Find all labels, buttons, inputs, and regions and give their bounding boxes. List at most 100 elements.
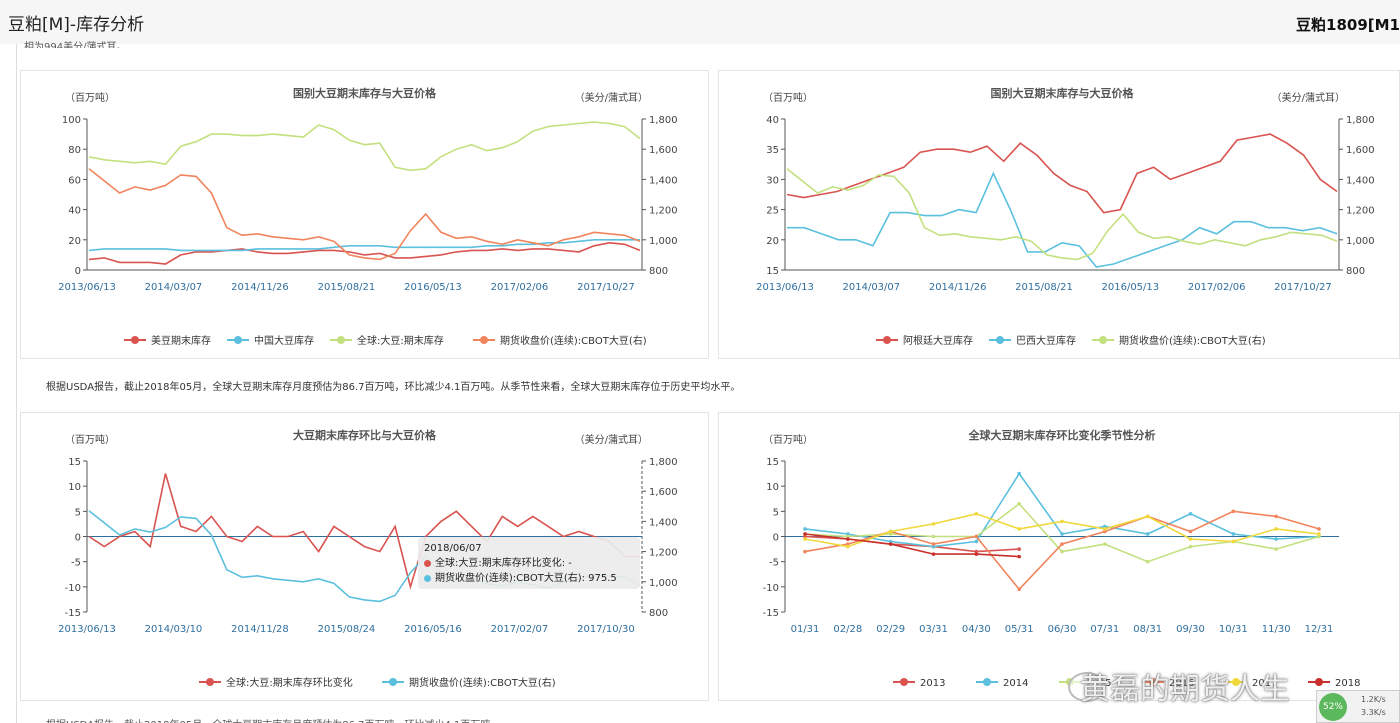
x-tick-label: 02/28 bbox=[833, 624, 862, 635]
series-point bbox=[1231, 509, 1236, 514]
series-point bbox=[846, 534, 850, 539]
legend-item[interactable]: 2017 bbox=[1225, 678, 1277, 689]
series-point bbox=[974, 539, 979, 544]
legend-label: 2014 bbox=[1003, 678, 1028, 689]
x-tick-label: 2014/11/26 bbox=[929, 282, 987, 293]
series-point bbox=[1017, 547, 1021, 551]
y-right-tick-label: 1,600 bbox=[649, 487, 678, 498]
legend-item[interactable]: 全球:大豆:期末库存 bbox=[330, 334, 444, 347]
series-point bbox=[846, 537, 850, 541]
tooltip-line-1: 全球:大豆:期末库存环比变化: - bbox=[435, 558, 572, 569]
legend-item[interactable]: 中国大豆库存 bbox=[227, 334, 314, 347]
y-left-tick-label: 0 bbox=[75, 266, 81, 277]
y-left-tick-label: -5 bbox=[71, 558, 81, 569]
legend-dot-icon bbox=[389, 678, 397, 686]
series-point bbox=[1017, 587, 1021, 592]
series-point bbox=[1274, 514, 1278, 519]
series-point bbox=[846, 542, 850, 546]
blue-dot-icon bbox=[424, 574, 431, 582]
tooltip-row-2: 期货收盘价(连续):CBOT大豆(右): 975.5 bbox=[424, 571, 634, 586]
chart-panel-1: 国别大豆期末库存与大豆价格 （百万吨） （美分/蒲式耳） 0 20 40 60 80 100 80… bbox=[20, 70, 709, 359]
series-point bbox=[888, 532, 893, 536]
series-point bbox=[1188, 544, 1193, 549]
legend-label: 2016 bbox=[1169, 678, 1194, 689]
legend-dot-icon bbox=[1232, 678, 1240, 686]
x-tick-label: 2015/08/21 bbox=[1015, 282, 1073, 293]
y-left-tick-label: 5 bbox=[773, 507, 779, 518]
series-point bbox=[931, 522, 936, 526]
x-tick-label: 01/31 bbox=[791, 624, 820, 635]
x-tick-label: 2015/08/24 bbox=[318, 624, 376, 635]
tooltip-line-2: 期货收盘价(连续):CBOT大豆(右): 975.5 bbox=[435, 573, 617, 584]
legend-item[interactable]: 2014 bbox=[976, 678, 1028, 689]
x-tick-label: 05/31 bbox=[1005, 624, 1034, 635]
series-point bbox=[1145, 532, 1150, 536]
series-point bbox=[931, 552, 936, 556]
legend-item[interactable]: 2018 bbox=[1308, 678, 1360, 689]
series-point bbox=[1017, 554, 1021, 559]
x-tick-label: 08/31 bbox=[1133, 624, 1162, 635]
legend-label: 2018 bbox=[1335, 678, 1360, 689]
legend-item[interactable]: 阿根廷大豆库存 bbox=[876, 334, 973, 347]
legend-item[interactable]: 期货收盘价(连续):CBOT大豆(右) bbox=[473, 334, 647, 347]
series-point bbox=[846, 544, 850, 549]
y-left-tick-label: -15 bbox=[65, 608, 81, 619]
y-left-tick-label: 0 bbox=[75, 533, 81, 544]
content-border bbox=[16, 44, 17, 723]
legend-item[interactable]: 美豆期末库存 bbox=[124, 334, 211, 347]
series-point bbox=[1103, 527, 1107, 531]
y-right-tick-label: 1,400 bbox=[649, 517, 678, 528]
x-tick-label: 2014/03/07 bbox=[145, 282, 203, 293]
y-left-unit: （百万吨） bbox=[65, 91, 115, 104]
legend-item[interactable]: 2016 bbox=[1142, 678, 1194, 689]
tooltip-row-1: 全球:大豆:期末库存环比变化: - bbox=[424, 556, 634, 571]
x-tick-label: 2014/03/07 bbox=[843, 282, 901, 293]
y-right-tick-label: 1,200 bbox=[649, 206, 678, 217]
series-line-5 bbox=[804, 512, 1320, 548]
y-left-tick-label: 15 bbox=[766, 457, 779, 468]
series-line-4 bbox=[88, 168, 641, 261]
series-point bbox=[931, 544, 936, 549]
y-left-unit: （百万吨） bbox=[763, 91, 813, 104]
y-right-tick-label: 1,000 bbox=[1346, 236, 1375, 247]
y-right-tick-label: 1,200 bbox=[649, 548, 678, 559]
series-point bbox=[803, 549, 807, 554]
series-line-1 bbox=[786, 133, 1338, 214]
chart-title: 大豆期末库存环比与大豆价格 bbox=[293, 428, 437, 442]
contract-title[interactable]: 豆粕1809[M1 bbox=[1296, 16, 1400, 34]
series-line-2 bbox=[787, 171, 1338, 268]
x-tick-label: 10/31 bbox=[1219, 624, 1248, 635]
legend-label: 期货收盘价(连续):CBOT大豆(右) bbox=[409, 676, 556, 689]
y-left-tick-label: 25 bbox=[766, 206, 779, 217]
series-point bbox=[1145, 559, 1150, 564]
series-point bbox=[888, 539, 893, 544]
legend-dot-icon bbox=[206, 678, 214, 686]
legend-item[interactable]: 全球:大豆:期末库存环比变化 bbox=[199, 676, 353, 689]
legend-label: 阿根廷大豆库存 bbox=[903, 334, 973, 347]
legend-item[interactable]: 期货收盘价(连续):CBOT大豆(右) bbox=[382, 676, 556, 689]
y-right-tick-label: 1,600 bbox=[649, 145, 678, 156]
legend-item[interactable]: 期货收盘价(连续):CBOT大豆(右) bbox=[1092, 334, 1266, 347]
series-point bbox=[1103, 529, 1107, 534]
legend-label: 全球:大豆:期末库存环比变化 bbox=[226, 676, 353, 689]
x-tick-label: 06/30 bbox=[1048, 624, 1077, 635]
legend-item[interactable]: 巴西大豆库存 bbox=[989, 334, 1076, 347]
y-left-tick-label: 80 bbox=[68, 145, 81, 156]
legend-dot-icon bbox=[1099, 336, 1107, 344]
y-right-tick-label: 1,200 bbox=[1346, 206, 1375, 217]
series-point bbox=[1188, 512, 1193, 516]
y-right-tick-label: 1,400 bbox=[1346, 175, 1375, 186]
download-speed: 3.3K/s bbox=[1361, 708, 1386, 717]
series-point bbox=[1231, 532, 1236, 536]
series-point bbox=[888, 542, 893, 546]
chart-panel-3: 大豆期末库存环比与大豆价格 （百万吨） （美分/蒲式耳） -15 -10 -5 0 5 10 15… bbox=[20, 412, 709, 701]
network-speed-widget[interactable]: 52% 1.2K/s 3.3K/s bbox=[1316, 690, 1400, 723]
legend-dot-icon bbox=[983, 678, 991, 686]
y-right-unit: （美分/蒲式耳） bbox=[575, 433, 648, 446]
y-left-tick-label: -10 bbox=[65, 583, 81, 594]
series-line-6 bbox=[804, 533, 1020, 558]
legend-dot-icon bbox=[1315, 678, 1323, 686]
x-tick-label: 2013/06/13 bbox=[756, 282, 814, 293]
series-point bbox=[931, 542, 936, 546]
legend-item[interactable]: 2013 bbox=[893, 678, 945, 689]
